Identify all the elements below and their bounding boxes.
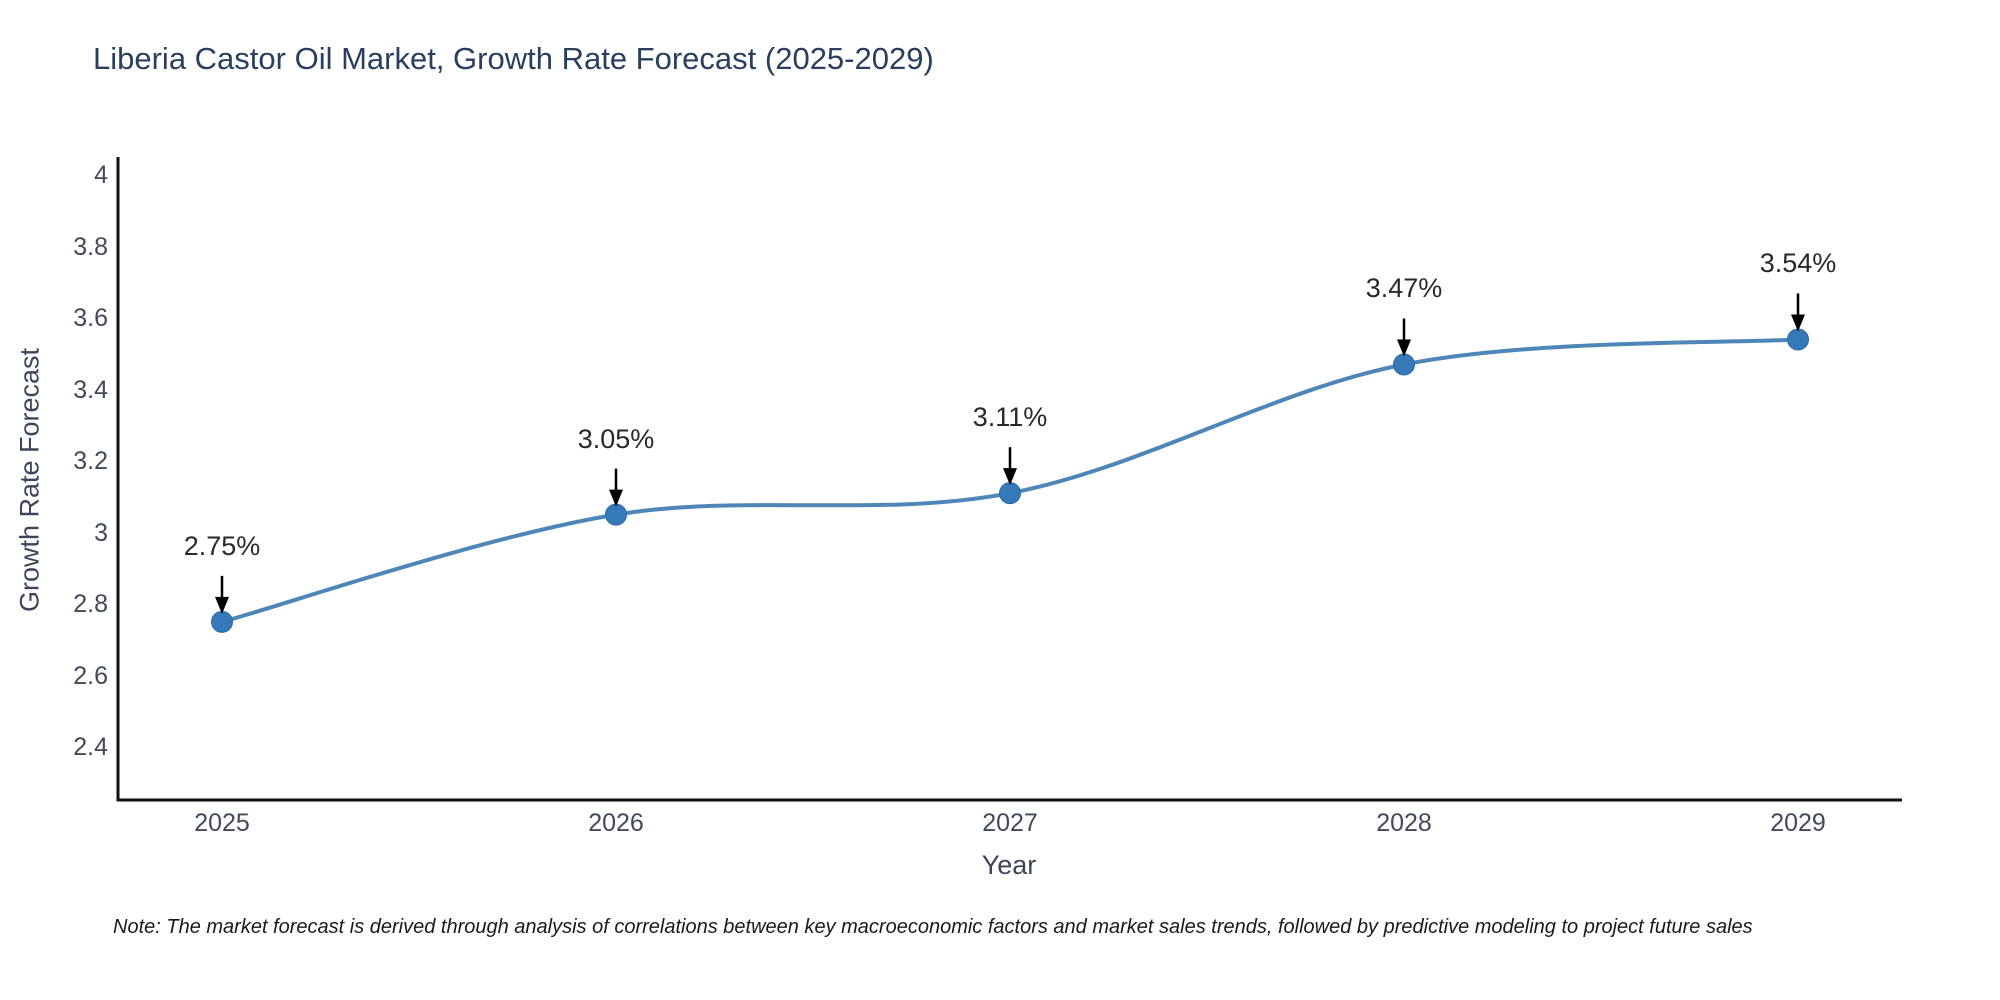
data-point-marker [605, 503, 627, 526]
annotation-arrow-head [1003, 468, 1017, 486]
x-axis-title: Year [981, 850, 1037, 880]
data-point-marker [999, 482, 1021, 505]
annotation-arrow-head [1791, 314, 1805, 332]
annotation-arrow-head [215, 596, 229, 614]
y-tick-label: 3.8 [73, 232, 108, 261]
annotation-arrow-head [1397, 339, 1411, 357]
point-label: 2.75% [183, 530, 261, 561]
y-tick-label: 2.4 [73, 733, 108, 761]
data-point-marker [211, 610, 233, 633]
point-label: 3.54% [1759, 248, 1837, 279]
y-tick-label: 3 [94, 518, 108, 547]
x-tick-label: 2028 [1376, 809, 1432, 837]
x-tick-label: 2027 [982, 809, 1038, 837]
annotation-arrow-head [609, 489, 623, 507]
y-tick-label: 2.8 [73, 590, 108, 618]
point-label: 3.05% [577, 423, 655, 454]
point-label: 3.11% [972, 402, 1048, 433]
y-tick-label: 3.4 [73, 375, 108, 404]
footnote: Note: The market forecast is derived thr… [113, 916, 1753, 938]
x-tick-label: 2029 [1770, 809, 1826, 837]
x-tick-label: 2025 [194, 809, 250, 837]
y-tick-label: 3.2 [73, 447, 108, 475]
point-label: 3.47% [1365, 273, 1443, 304]
y-tick-label: 3.6 [73, 304, 108, 332]
y-tick-label: 4 [94, 161, 108, 189]
y-tick-label: 2.6 [73, 661, 108, 690]
data-point-marker [1787, 328, 1809, 351]
data-point-marker [1393, 353, 1415, 376]
chart-title: Liberia Castor Oil Market, Growth Rate F… [93, 41, 934, 76]
x-tick-label: 2026 [588, 809, 644, 837]
